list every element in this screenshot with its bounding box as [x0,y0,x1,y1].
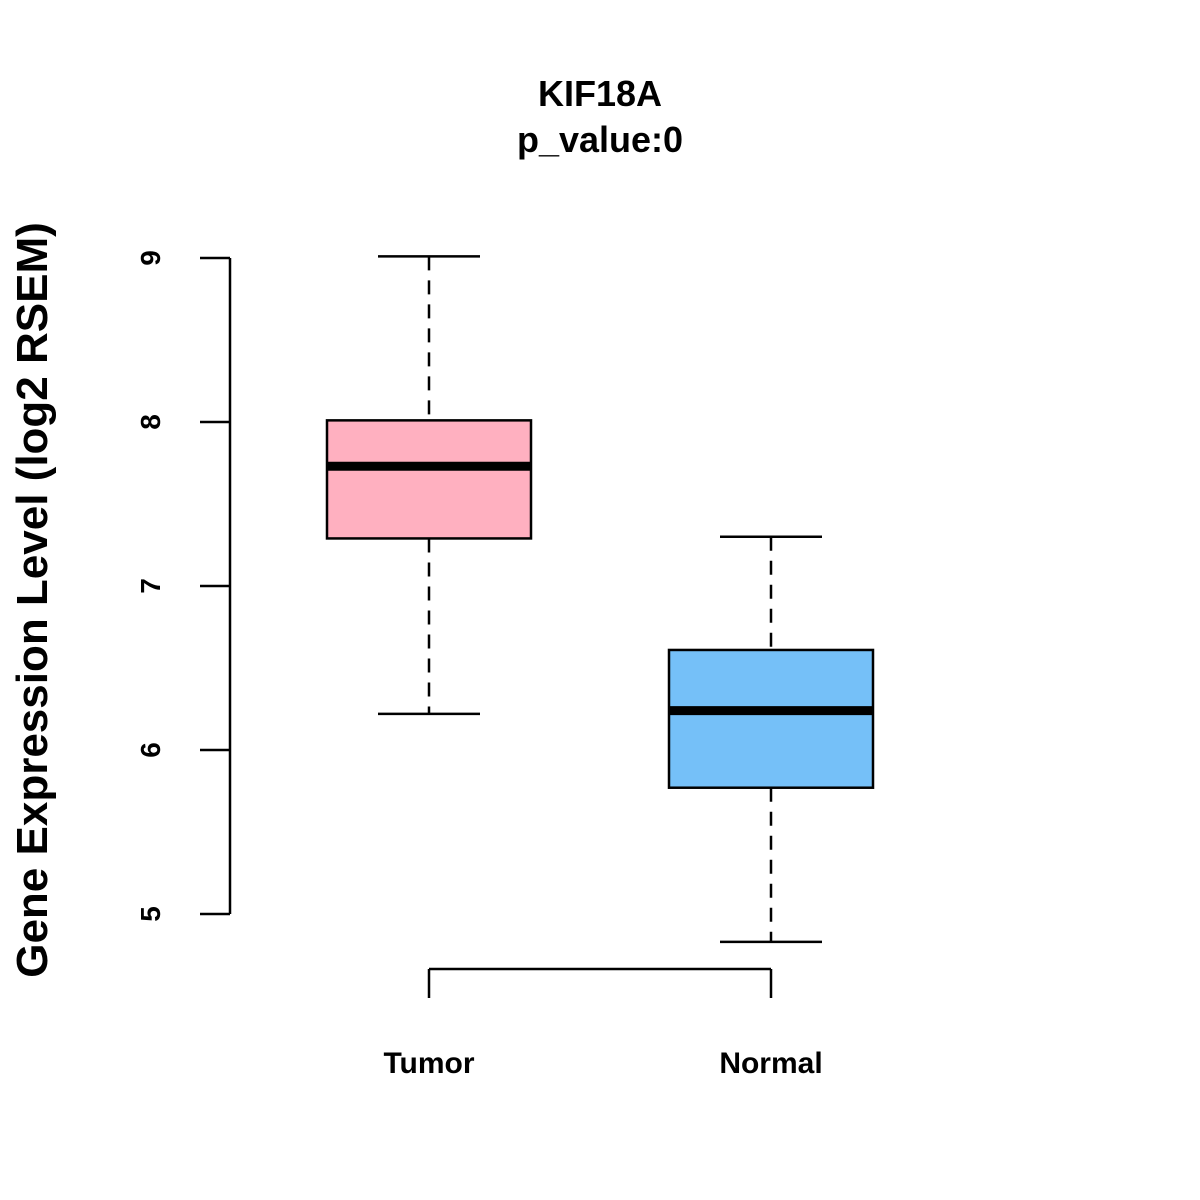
y-axis-title: Gene Expression Level (log2 RSEM) [8,222,57,978]
chart-title: KIF18A [538,73,662,114]
box-normal [667,535,875,944]
y-axis: 5 6 7 8 9 [135,250,232,922]
x-label-normal: Normal [719,1047,822,1080]
y-tick-label-4: 9 [135,250,166,266]
y-tick-label-0: 5 [135,906,166,922]
boxes-group [325,255,875,944]
comparison-bracket [427,967,773,998]
box-rect-normal [667,648,875,789]
box-rect-tumor [325,419,533,540]
chart-subtitle: p_value:0 [517,119,683,160]
x-axis-labels: Tumor Normal [383,1047,822,1080]
y-tick-label-3: 8 [135,414,166,430]
y-tick-label-1: 6 [135,742,166,758]
x-label-tumor: Tumor [383,1047,474,1080]
y-tick-label-2: 7 [135,578,166,594]
box-tumor [325,255,533,716]
